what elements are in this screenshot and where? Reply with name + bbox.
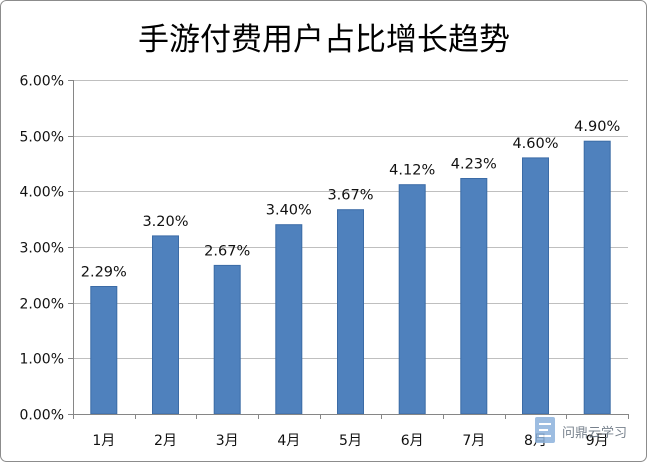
data-label: 2.67% [204, 243, 250, 259]
watermark-text: 问鼎云学习 [562, 425, 627, 441]
data-label: 4.23% [451, 157, 497, 173]
bars [90, 140, 611, 415]
bar-9 [583, 140, 611, 415]
data-label: 3.20% [142, 214, 188, 230]
x-tick-label: 1月 [92, 433, 115, 449]
chart-labels: 0.00% 1.00% 2.00% 3.00% 4.00% 5.00% 6.00% 2.29%… [20, 74, 621, 450]
document-logo-icon [535, 417, 555, 443]
bar-1 [90, 286, 118, 415]
chart-title: 手游付费用户占比增长趋势 [138, 22, 510, 58]
x-tick-label: 7月 [462, 433, 485, 449]
y-tick-label: 1.00% [20, 352, 64, 368]
y-tick-label: 6.00% [20, 74, 64, 90]
x-tick-label: 2月 [154, 433, 177, 449]
y-tick-label: 2.00% [20, 297, 64, 313]
x-tick-label: 4月 [277, 433, 300, 449]
y-tick-label: 0.00% [20, 408, 64, 424]
data-label: 4.12% [389, 163, 435, 179]
data-label: 3.67% [327, 188, 373, 204]
data-label: 3.40% [266, 203, 312, 219]
bar-4 [275, 224, 303, 415]
x-tick-label: 3月 [216, 433, 239, 449]
watermark: 问鼎云学习 [535, 417, 627, 443]
bar-3 [213, 264, 241, 415]
data-label: 2.29% [81, 265, 127, 281]
data-label: 4.90% [574, 119, 620, 135]
y-tick-label: 3.00% [20, 241, 64, 257]
x-tick-label: 6月 [401, 433, 424, 449]
y-tick-label: 4.00% [20, 185, 64, 201]
bar-6 [398, 184, 426, 415]
axes [68, 80, 629, 419]
y-tick-label: 5.00% [20, 130, 64, 146]
bar-2 [152, 235, 179, 415]
data-label: 4.60% [512, 136, 558, 152]
x-tick-label: 5月 [339, 433, 362, 449]
bar-5 [337, 209, 364, 415]
x-tick-label: 9月 [586, 433, 609, 449]
bar-7 [460, 178, 488, 415]
bar-8 [522, 157, 549, 415]
